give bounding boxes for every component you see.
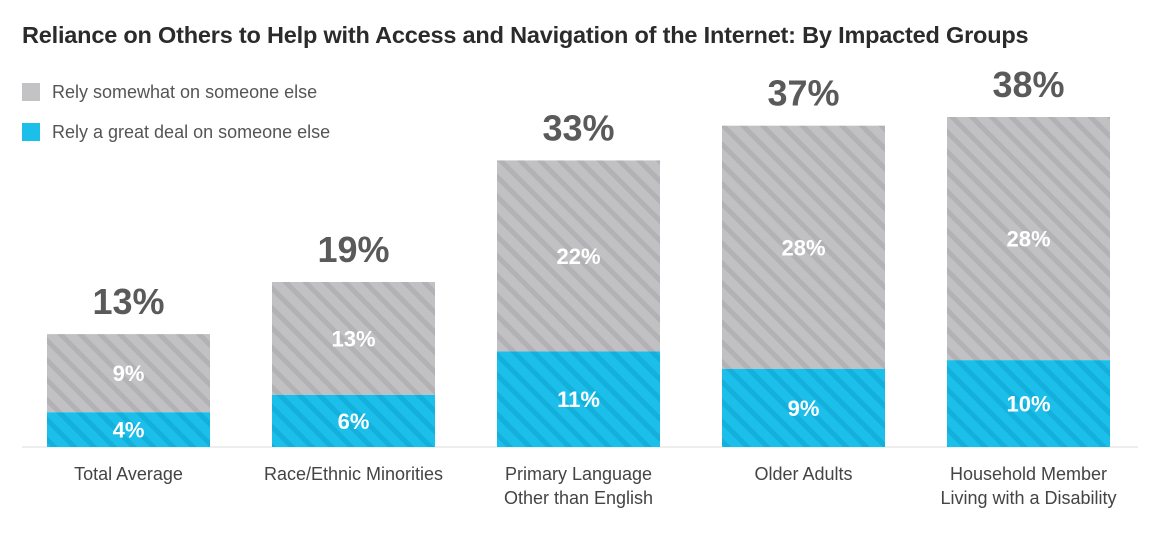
bars-group: 9% 4% 13% Total Average 13% 6% 19% Race/Ethnic …	[47, 64, 1117, 508]
bar-great-deal-3	[722, 368, 885, 447]
category-label-0-0: Total Average	[74, 464, 183, 484]
category-label-3-0: Older Adults	[754, 464, 852, 484]
bar-great-deal-1	[272, 394, 435, 447]
bar-great-deal-2	[497, 351, 660, 447]
legend-label-somewhat: Rely somewhat on someone else	[52, 81, 318, 102]
data-label-great-deal-2: 11%	[557, 387, 600, 412]
bar-somewhat-1	[272, 282, 435, 395]
total-label-1: 19%	[317, 229, 389, 270]
total-label-4: 38%	[992, 64, 1064, 105]
legend-item-somewhat: Rely somewhat on someone else	[22, 80, 330, 104]
chart-title: Reliance on Others to Help with Access a…	[22, 22, 1029, 48]
bar-great-deal-4	[947, 360, 1110, 447]
legend-item-great-deal: Rely a great deal on someone else	[22, 120, 330, 144]
category-label-2-0: Primary Language	[505, 464, 652, 484]
bar-somewhat-3	[722, 125, 885, 369]
bar-great-deal-0	[47, 412, 210, 447]
total-label-2: 33%	[542, 107, 614, 148]
data-label-somewhat-0: 9%	[113, 361, 145, 386]
category-label-4-0: Household Member	[950, 464, 1107, 484]
data-label-somewhat-4: 28%	[1006, 227, 1050, 252]
bar-somewhat-4	[947, 117, 1110, 361]
total-label-3: 37%	[767, 73, 839, 114]
data-label-great-deal-4: 10%	[1006, 392, 1050, 417]
category-label-4-1: Living with a Disability	[940, 488, 1116, 508]
legend-swatch-great-deal	[22, 123, 40, 141]
data-label-somewhat-3: 28%	[781, 235, 825, 260]
data-label-great-deal-1: 6%	[338, 409, 370, 434]
bar-somewhat-2	[497, 160, 660, 352]
legend: Rely somewhat on someone else Rely a gre…	[22, 80, 330, 160]
category-label-1-0: Race/Ethnic Minorities	[264, 464, 443, 484]
bar-somewhat-0	[47, 334, 210, 413]
total-label-0: 13%	[92, 281, 164, 322]
legend-swatch-somewhat	[22, 83, 40, 101]
data-label-great-deal-0: 4%	[113, 418, 145, 443]
category-label-2-1: Other than English	[504, 488, 653, 508]
data-label-somewhat-1: 13%	[331, 326, 375, 351]
data-label-great-deal-3: 9%	[788, 396, 820, 421]
legend-label-great-deal: Rely a great deal on someone else	[52, 121, 331, 142]
data-label-somewhat-2: 22%	[556, 244, 600, 269]
